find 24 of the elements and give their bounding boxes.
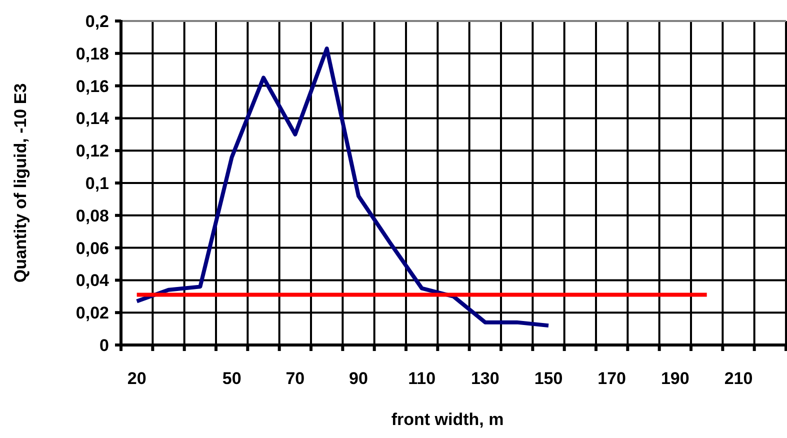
x-tick-label: 90 (349, 369, 368, 388)
y-axis-title: Quantity of liguid, -10 E3 (11, 83, 30, 283)
y-tick-label: 0,2 (85, 12, 109, 31)
x-tick-label: 190 (660, 369, 690, 388)
x-tick-label: 150 (534, 369, 563, 388)
y-tick-label: 0,1 (85, 174, 109, 193)
x-axis-title: front width, m (391, 410, 504, 429)
x-tick-label: 110 (408, 369, 436, 388)
x-tick-label: 50 (222, 369, 242, 388)
x-tick-label: 170 (598, 369, 626, 388)
x-tick-label: 20 (127, 369, 146, 388)
x-tick-label: 210 (724, 369, 753, 388)
y-tick-label: 0,06 (76, 238, 109, 258)
y-tick-label: 0,14 (76, 109, 110, 128)
y-tick-label: 0,08 (76, 206, 109, 226)
y-tick-label: 0,18 (76, 44, 109, 64)
y-tick-label: 0,04 (76, 271, 110, 290)
y-tick-label: 0,02 (76, 304, 109, 323)
y-tick-label: 0 (100, 336, 109, 355)
line-series (134, 46, 550, 328)
y-tick-label: 0,12 (76, 142, 109, 161)
x-tick-label: 130 (470, 369, 500, 388)
x-tick-label: 70 (286, 369, 305, 388)
y-tick-label: 0,16 (76, 76, 109, 96)
